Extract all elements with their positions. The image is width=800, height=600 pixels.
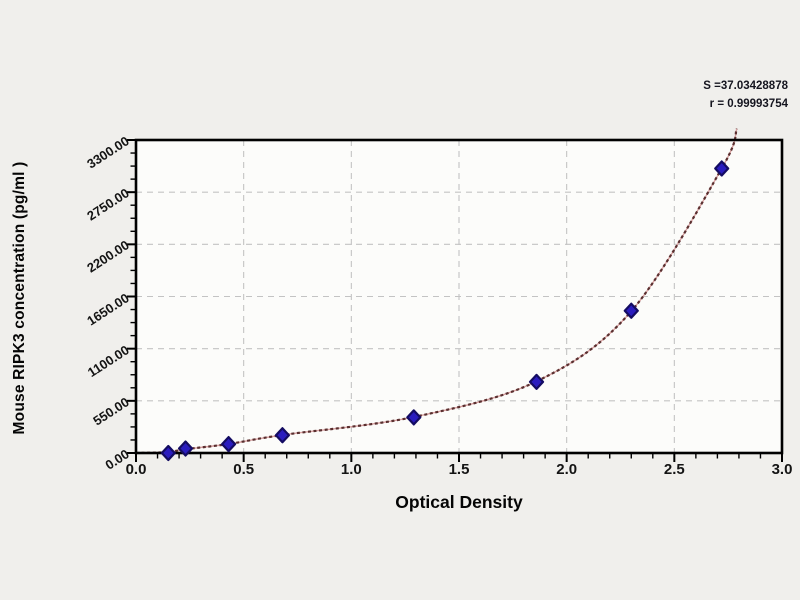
data-point	[177, 440, 194, 457]
x-tick-label: 0.0	[125, 461, 147, 478]
x-tick-label: 3.0	[771, 461, 793, 478]
x-tick-label: 2.0	[556, 461, 578, 478]
data-point	[220, 436, 237, 453]
x-tick-label: 1.0	[340, 461, 362, 478]
data-point	[714, 160, 730, 177]
data-point	[623, 302, 639, 319]
x-tick-label: 2.5	[663, 461, 685, 478]
y-axis-title: Mouse RIPK3 concentration (pg/ml )	[11, 161, 28, 435]
data-point	[274, 427, 291, 444]
data-point	[406, 409, 422, 426]
x-tick-label: 1.5	[448, 461, 470, 478]
x-tick-label: 0.5	[233, 461, 255, 478]
data-point	[528, 373, 545, 390]
x-axis-title: Optical Density	[395, 492, 523, 512]
fit-correlation-annotation: r = 0.99993754	[709, 98, 788, 110]
data-point	[160, 444, 176, 462]
fit-stderr-annotation: S =37.03428878	[703, 80, 788, 92]
